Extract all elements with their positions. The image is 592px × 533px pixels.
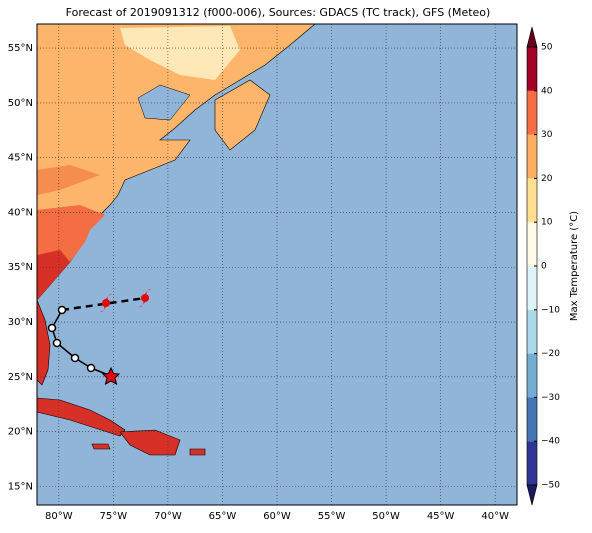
colorbar-tick-label: −40 [541, 437, 560, 447]
title: Forecast of 2019091312 (f000-006), Sourc… [66, 6, 491, 19]
colorbar-segment [527, 134, 537, 179]
colorbar-extend-top [526, 26, 538, 48]
jamaica [91, 443, 111, 450]
lon-tick-label: 65°W [209, 511, 237, 522]
colorbar-tick-label: 50 [541, 43, 553, 53]
track-point [86, 363, 96, 373]
lon-tick-label: 80°W [45, 511, 73, 522]
track-points [47, 305, 96, 373]
puerto-rico [189, 448, 206, 456]
lon-tick-label: 50°W [372, 511, 400, 522]
lon-tick-label: 45°W [427, 511, 455, 522]
colorbar-segment [527, 397, 537, 442]
newfoundland [214, 79, 271, 151]
colorbar-segment [527, 47, 537, 91]
lat-tick-label: 35°N [8, 262, 33, 273]
forecast-storms [100, 288, 151, 313]
lat-tick-label: 40°N [8, 207, 33, 218]
colorbar-segment [527, 353, 537, 398]
colorbar-tick-label: −10 [541, 305, 560, 315]
lon-tick-label: 40°W [481, 511, 509, 522]
gulf-st-lawrence [137, 84, 191, 121]
colorbar-segment [527, 90, 537, 135]
hot-region [37, 250, 70, 300]
lat-tick-label: 20°N [8, 427, 33, 438]
colorbar: 50 40 30 20 10 0 −10 −20 −30 −40 −50 [526, 26, 560, 506]
colorbar-segment [527, 178, 537, 223]
current-position [101, 366, 121, 385]
lat-tick-label: 30°N [8, 317, 33, 328]
storm-symbol [141, 294, 149, 302]
lat-tick-label: 55°N [8, 43, 33, 54]
colorbar-tick-label: 30 [541, 130, 553, 140]
colorbar-segment [527, 441, 537, 485]
colorbar-extend-bottom [526, 484, 538, 506]
colorbar-tick-label: −50 [541, 481, 560, 491]
warm-region [37, 165, 100, 195]
lat-tick-label: 25°N [8, 372, 33, 383]
storm-symbol [102, 299, 110, 307]
track-point [57, 305, 67, 315]
colorbar-segment [527, 309, 537, 354]
colorbar-tick-label: −20 [541, 349, 560, 359]
map [36, 23, 518, 506]
lat-tick-label: 45°N [8, 153, 33, 164]
graticule [37, 24, 517, 505]
colorbar-tick-label: 10 [541, 218, 553, 228]
lat-tick-label: 15°N [8, 481, 33, 492]
lat-tick-label: 50°N [8, 98, 33, 109]
lon-tick-label: 70°W [154, 511, 182, 522]
colorbar-tick-label: 20 [541, 174, 553, 184]
hispaniola [119, 429, 181, 456]
colorbar-tick-label: −30 [541, 393, 560, 403]
map-frame [36, 23, 518, 506]
colorbar-segment [527, 266, 537, 310]
lon-tick-label: 75°W [100, 511, 128, 522]
colorbar-tick-label: 0 [541, 262, 547, 272]
track-point [70, 353, 80, 363]
cool-region [120, 26, 240, 80]
colorbar-segment [527, 222, 537, 266]
colorbar-tick-label: 40 [541, 86, 553, 96]
lon-tick-label: 55°W [318, 511, 346, 522]
track-point [47, 323, 57, 333]
colorbar-label: Max Temperature (°C) [569, 211, 580, 321]
track-point [52, 338, 62, 348]
lon-tick-label: 60°W [263, 511, 291, 522]
